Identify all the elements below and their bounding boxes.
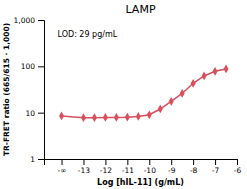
data-point [191,79,196,88]
y-tick-label: 1 [30,155,35,164]
x-tick-mark [105,159,106,165]
x-tick-label: -9 [168,166,176,175]
x-tick: -7 [212,159,220,175]
data-point [136,112,141,121]
y-tick-label: 1,000 [14,16,36,25]
x-tick-label: -∞ [58,166,67,175]
y-tick-mark [38,113,44,114]
x-tick-label: -10 [144,166,156,175]
data-point [81,113,86,122]
x-tick-mark [237,159,238,165]
x-tick-mark [215,159,216,165]
x-tick-label: -6 [234,166,242,175]
y-tick-mark [38,159,44,160]
x-tick: -12 [100,159,112,175]
data-point [125,113,130,122]
data-point [147,110,152,119]
x-axis-label: Log [hIL-11] (g/mL) [97,178,184,187]
x-tick-label: -8 [190,166,198,175]
y-tick: 100 [21,62,44,71]
x-axis-line [45,160,238,166]
y-axis-line [38,21,45,160]
data-point [213,67,218,76]
y-tick: 1,000 [14,16,44,25]
x-tick-label: -7 [212,166,220,175]
plot-area: -∞ -13 -12 -11 -10 -9 -8 -7 -6 1 10 100 1,000 [14,16,242,175]
title: LAMP [125,3,155,16]
y-tick: 1 [30,155,44,164]
y-tick-mark [38,66,44,67]
x-tick-label: -11 [122,166,134,175]
data-point [180,89,185,98]
x-tick-mark [83,159,84,165]
data-point [169,97,174,106]
y-tick: 10 [25,109,44,118]
data-line [62,69,226,118]
y-tick-label: 100 [21,62,36,71]
y-axis-label: TR-FRET ratio (665/615 · 1,000) [2,23,11,156]
x-tick: -6 [234,159,242,175]
y-axis: 1 10 100 1,000 [14,16,45,164]
x-tick: -10 [144,159,156,175]
data-point [114,113,119,122]
x-tick: -11 [122,159,134,175]
x-tick-mark [62,159,63,165]
x-tick: -9 [168,159,176,175]
data-point [202,72,207,81]
x-tick: -∞ [58,159,67,175]
data-point [59,112,64,121]
x-tick-mark [171,159,172,165]
x-tick-mark [193,159,194,165]
x-tick-label: -13 [78,166,90,175]
x-tick-label: -12 [100,166,112,175]
x-tick: -13 [78,159,90,175]
x-axis: -∞ -13 -12 -11 -10 -9 -8 -7 -6 [45,159,242,175]
x-tick-mark [149,159,150,165]
data-point [158,105,163,114]
data-point [92,113,97,122]
data-point [103,113,108,122]
annotation: LOD: 29 pg/mL [58,30,118,39]
data-point [224,65,229,74]
x-tick-mark [127,159,128,165]
y-tick-mark [38,20,44,21]
chart: -∞ -13 -12 -11 -10 -9 -8 -7 -6 1 10 100 1,000 LAMP Log… [0,0,247,189]
y-tick-label: 10 [25,109,35,118]
data-layer [59,65,229,122]
x-tick: -8 [190,159,198,175]
